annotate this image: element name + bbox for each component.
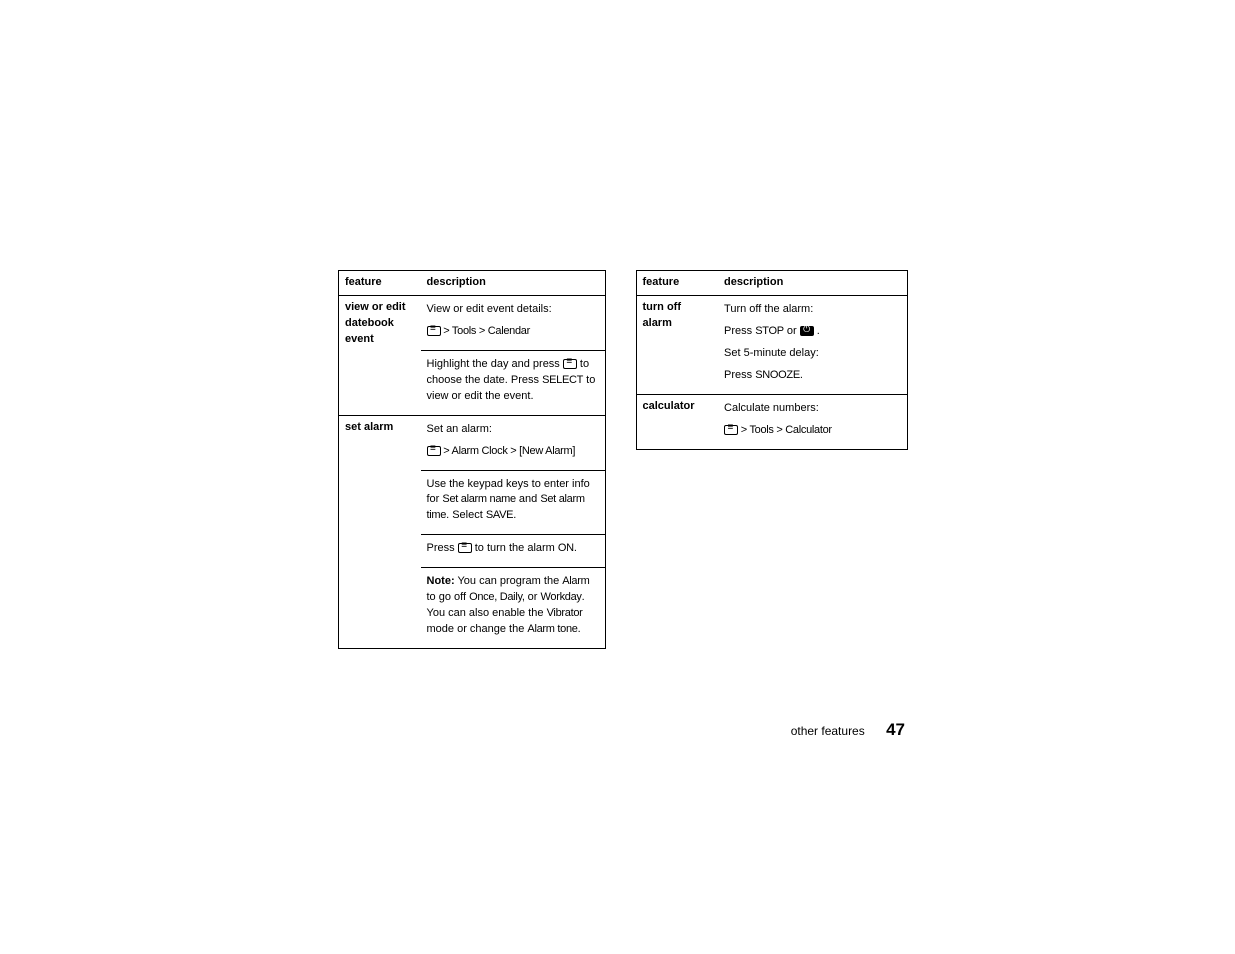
- text: to turn the alarm: [472, 542, 558, 554]
- label: Alarm tone: [527, 623, 577, 635]
- text: View or edit event details:: [427, 303, 552, 315]
- page-content: feature description view or edit dateboo…: [338, 270, 908, 649]
- text: Calculate numbers:: [724, 402, 819, 414]
- text: Set an alarm:: [427, 423, 492, 435]
- feature-view-edit-datebook: view or edit datebook event: [339, 295, 421, 415]
- desc-set-alarm-4: Note: You can program the Alarm to go of…: [421, 568, 606, 649]
- text: mode or change the: [427, 623, 528, 635]
- label: SAVE: [486, 509, 513, 521]
- features-table-left: feature description view or edit dateboo…: [338, 270, 606, 649]
- text: You can program the: [455, 575, 563, 587]
- menu-icon: [427, 326, 441, 336]
- desc-calculator: Calculate numbers: > Tools > Calculator: [718, 394, 907, 449]
- desc-set-alarm-3: Press to turn the alarm ON.: [421, 535, 606, 568]
- feature-calculator: calculator: [636, 394, 718, 449]
- note-label: Note:: [427, 575, 455, 587]
- desc-set-alarm-1: Set an alarm: > Alarm Clock > [New Alarm…: [421, 415, 606, 470]
- menu-icon: [563, 359, 577, 369]
- feature-set-alarm: set alarm: [339, 415, 421, 648]
- menu-icon: [724, 425, 738, 435]
- label: Vibrator: [547, 607, 583, 619]
- text: . Select: [446, 509, 486, 521]
- text: Press: [427, 542, 458, 554]
- desc-view-edit-1: View or edit event details: > Tools > Ca…: [421, 295, 606, 350]
- label: SNOOZE.: [755, 369, 802, 381]
- th-feature: feature: [339, 271, 421, 296]
- label: STOP: [755, 325, 784, 337]
- label: ON: [558, 542, 574, 554]
- th-description: description: [421, 271, 606, 296]
- text: .: [814, 325, 820, 337]
- menu-path: > Alarm Clock > [New Alarm]: [441, 445, 576, 457]
- menu-path: > Tools > Calendar: [441, 325, 531, 337]
- text: Set 5-minute delay:: [724, 347, 819, 359]
- footer-label: other features: [791, 724, 865, 738]
- desc-set-alarm-2: Use the keypad keys to enter info for Se…: [421, 470, 606, 535]
- text: .: [513, 509, 516, 521]
- end-key-icon: [800, 326, 814, 336]
- text: and: [516, 493, 540, 505]
- feature-turn-off-alarm: turn off alarm: [636, 295, 718, 394]
- text: Highlight the day and press: [427, 358, 563, 370]
- th-description: description: [718, 271, 907, 296]
- menu-path: > Tools > Calculator: [738, 424, 832, 436]
- text: or: [784, 325, 800, 337]
- text: to go off: [427, 591, 470, 603]
- text: Press: [724, 369, 755, 381]
- text: or: [525, 591, 541, 603]
- text: Press: [724, 325, 755, 337]
- page-footer: other features 47: [791, 720, 905, 740]
- text: .: [574, 542, 577, 554]
- label: Once, Daily,: [469, 591, 525, 603]
- menu-icon: [458, 543, 472, 553]
- menu-icon: [427, 446, 441, 456]
- text: .: [578, 623, 581, 635]
- desc-turn-off-alarm: Turn off the alarm: Press STOP or . Set …: [718, 295, 907, 394]
- desc-view-edit-2: Highlight the day and press to choose th…: [421, 350, 606, 415]
- th-feature: feature: [636, 271, 718, 296]
- label: Set alarm name: [442, 493, 515, 505]
- select-label: SELECT: [542, 374, 583, 386]
- text: Turn off the alarm:: [724, 303, 813, 315]
- page-number: 47: [886, 720, 905, 739]
- label: Alarm: [562, 575, 589, 587]
- features-table-right: feature description turn off alarm Turn …: [636, 270, 908, 450]
- label: Workday: [541, 591, 582, 603]
